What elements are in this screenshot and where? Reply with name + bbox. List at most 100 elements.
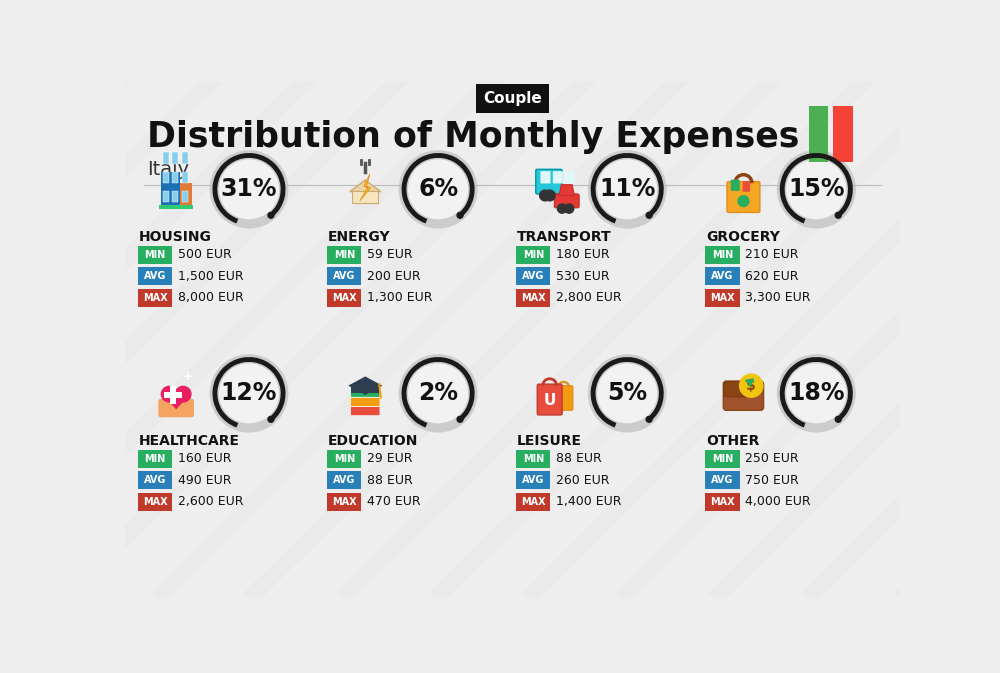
- FancyBboxPatch shape: [182, 172, 188, 183]
- FancyBboxPatch shape: [172, 172, 178, 183]
- FancyBboxPatch shape: [536, 170, 562, 194]
- Text: AVG: AVG: [144, 475, 166, 485]
- Circle shape: [161, 386, 177, 402]
- Text: MAX: MAX: [332, 497, 357, 507]
- FancyBboxPatch shape: [158, 399, 194, 417]
- Text: MAX: MAX: [332, 293, 357, 303]
- Circle shape: [588, 151, 666, 228]
- Circle shape: [646, 213, 652, 218]
- Text: AVG: AVG: [333, 271, 356, 281]
- FancyBboxPatch shape: [705, 289, 740, 307]
- Text: MAX: MAX: [710, 497, 735, 507]
- Text: MIN: MIN: [712, 454, 733, 464]
- Text: MAX: MAX: [143, 293, 168, 303]
- Circle shape: [787, 160, 846, 219]
- Text: 490 EUR: 490 EUR: [178, 474, 231, 487]
- Text: $: $: [746, 379, 756, 392]
- Circle shape: [835, 213, 841, 218]
- Circle shape: [220, 160, 278, 219]
- FancyBboxPatch shape: [327, 267, 361, 285]
- Text: 2,600 EUR: 2,600 EUR: [178, 495, 243, 508]
- FancyBboxPatch shape: [705, 471, 740, 489]
- Text: 4,000 EUR: 4,000 EUR: [745, 495, 811, 508]
- Circle shape: [175, 386, 191, 402]
- Text: 2,800 EUR: 2,800 EUR: [556, 291, 622, 304]
- Text: 750 EUR: 750 EUR: [745, 474, 799, 487]
- FancyBboxPatch shape: [516, 289, 550, 307]
- Circle shape: [540, 190, 550, 201]
- Circle shape: [598, 160, 657, 219]
- FancyBboxPatch shape: [727, 182, 760, 213]
- Text: 11%: 11%: [599, 177, 655, 201]
- Polygon shape: [350, 180, 381, 192]
- FancyBboxPatch shape: [138, 450, 172, 468]
- Text: Distribution of Monthly Expenses: Distribution of Monthly Expenses: [147, 120, 799, 154]
- Text: 250 EUR: 250 EUR: [745, 452, 799, 465]
- FancyBboxPatch shape: [723, 381, 764, 411]
- Text: +: +: [182, 370, 193, 383]
- Text: MAX: MAX: [521, 293, 546, 303]
- Circle shape: [778, 151, 855, 228]
- Text: 18%: 18%: [788, 382, 845, 405]
- Text: Italy: Italy: [147, 160, 189, 179]
- Text: AVG: AVG: [522, 475, 545, 485]
- FancyBboxPatch shape: [351, 397, 380, 406]
- FancyBboxPatch shape: [327, 289, 361, 307]
- Text: 8,000 EUR: 8,000 EUR: [178, 291, 243, 304]
- FancyBboxPatch shape: [516, 450, 550, 468]
- Circle shape: [740, 374, 763, 397]
- Text: AVG: AVG: [333, 475, 356, 485]
- Text: MAX: MAX: [143, 497, 168, 507]
- Text: 1,400 EUR: 1,400 EUR: [556, 495, 621, 508]
- Text: 15%: 15%: [788, 177, 845, 201]
- Circle shape: [220, 364, 278, 423]
- Circle shape: [399, 355, 477, 432]
- Text: 88 EUR: 88 EUR: [556, 452, 602, 465]
- Circle shape: [738, 196, 749, 207]
- Text: 12%: 12%: [221, 382, 277, 405]
- FancyBboxPatch shape: [540, 171, 550, 184]
- Circle shape: [835, 417, 841, 422]
- Text: MIN: MIN: [145, 454, 166, 464]
- Circle shape: [564, 204, 574, 213]
- FancyBboxPatch shape: [163, 152, 169, 164]
- FancyBboxPatch shape: [182, 191, 188, 203]
- FancyBboxPatch shape: [125, 81, 900, 599]
- FancyBboxPatch shape: [833, 106, 853, 162]
- Text: MIN: MIN: [334, 454, 355, 464]
- Text: 160 EUR: 160 EUR: [178, 452, 231, 465]
- Text: 29 EUR: 29 EUR: [367, 452, 412, 465]
- Text: U: U: [544, 394, 556, 409]
- Text: MIN: MIN: [523, 250, 544, 260]
- FancyBboxPatch shape: [164, 392, 182, 398]
- Circle shape: [210, 151, 288, 228]
- FancyBboxPatch shape: [724, 382, 747, 397]
- FancyBboxPatch shape: [159, 205, 193, 209]
- Polygon shape: [162, 394, 190, 409]
- FancyBboxPatch shape: [170, 386, 176, 404]
- Text: 31%: 31%: [221, 177, 277, 201]
- FancyBboxPatch shape: [743, 181, 750, 192]
- Circle shape: [409, 160, 468, 219]
- Text: AVG: AVG: [522, 271, 545, 281]
- Circle shape: [268, 417, 274, 422]
- FancyBboxPatch shape: [705, 267, 740, 285]
- Circle shape: [210, 355, 288, 432]
- Circle shape: [399, 151, 477, 228]
- Circle shape: [557, 204, 567, 213]
- Text: MAX: MAX: [521, 497, 546, 507]
- Text: MIN: MIN: [145, 250, 166, 260]
- FancyBboxPatch shape: [554, 386, 573, 411]
- Polygon shape: [348, 376, 382, 395]
- FancyBboxPatch shape: [516, 267, 550, 285]
- Circle shape: [787, 364, 846, 423]
- Text: 210 EUR: 210 EUR: [745, 248, 798, 261]
- FancyBboxPatch shape: [327, 246, 361, 264]
- FancyBboxPatch shape: [138, 493, 172, 511]
- Text: 470 EUR: 470 EUR: [367, 495, 420, 508]
- FancyBboxPatch shape: [138, 246, 172, 264]
- FancyBboxPatch shape: [351, 388, 380, 397]
- Text: 1,500 EUR: 1,500 EUR: [178, 270, 243, 283]
- Circle shape: [409, 364, 468, 423]
- Text: Couple: Couple: [483, 91, 542, 106]
